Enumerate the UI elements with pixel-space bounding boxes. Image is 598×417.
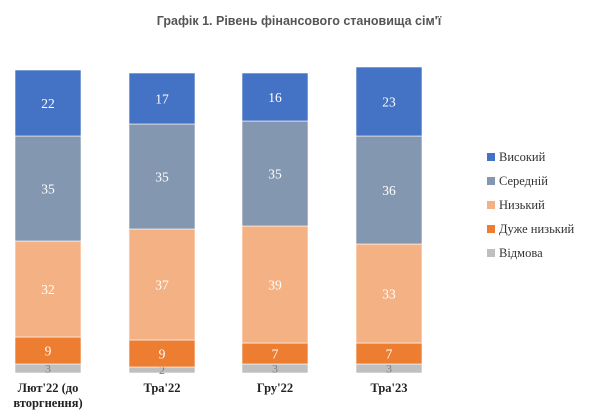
bar-segment-2-2: [241, 225, 309, 344]
legend-label: Дуже низький: [499, 222, 575, 236]
chart-title: Графік 1. Рівень фінансового становища с…: [156, 14, 442, 28]
data-label: 3: [272, 362, 278, 376]
data-label: 17: [155, 92, 169, 107]
legend-swatch: [487, 177, 495, 185]
data-label: 7: [386, 347, 393, 362]
category-label: Лют'22 (до вторгнення): [13, 381, 82, 410]
category-label-line: Гру'22: [257, 381, 293, 395]
legend-swatch: [487, 201, 495, 209]
bar-segment-3-2: [355, 243, 423, 344]
category-label-line: Лют'22 (до: [18, 381, 79, 395]
legend-swatch: [487, 153, 495, 161]
legend-swatch: [487, 225, 495, 233]
category-label-line: Тра'23: [370, 381, 407, 395]
bar-segment-0-1: [14, 336, 82, 365]
data-label: 36: [382, 183, 396, 198]
data-label: 7: [272, 347, 279, 362]
bar-segment-0-2: [14, 240, 82, 338]
category-label-line: вторгнення): [13, 396, 82, 410]
data-label: 23: [382, 95, 396, 110]
bar-segment-1-4: [128, 72, 196, 125]
data-label: 9: [159, 347, 166, 362]
bar-segment-3-3: [355, 135, 423, 245]
category-label: Гру'22: [257, 381, 293, 395]
bar-segment-1-1: [128, 339, 196, 368]
bar-segment-3-4: [355, 66, 423, 137]
bar-segment-0-3: [14, 135, 82, 242]
bar-segment-1-2: [128, 228, 196, 341]
data-label: 35: [155, 170, 169, 185]
bar-segment-2-3: [241, 120, 309, 227]
data-label: 3: [386, 362, 392, 376]
legend-label: Відмова: [499, 246, 543, 260]
bar-segment-1-3: [128, 123, 196, 230]
legend-swatch: [487, 249, 495, 257]
legend-label: Низький: [499, 198, 545, 212]
data-label: 37: [155, 278, 169, 293]
data-label: 22: [41, 96, 55, 111]
category-label: Тра'22: [143, 381, 180, 395]
legend-label: Високий: [499, 150, 546, 164]
data-label: 2: [159, 363, 165, 377]
data-label: 3: [45, 362, 51, 376]
category-label-line: Тра'22: [143, 381, 180, 395]
bar-segment-2-4: [241, 72, 309, 122]
category-label: Тра'23: [370, 381, 407, 395]
legend-label: Середній: [499, 174, 548, 188]
data-label: 35: [268, 167, 282, 182]
bar-segment-0-4: [14, 69, 82, 137]
data-label: 39: [268, 278, 282, 293]
data-label: 35: [41, 182, 55, 197]
data-label: 33: [382, 287, 396, 302]
data-label: 9: [45, 344, 52, 359]
data-label: 16: [268, 90, 282, 105]
data-label: 32: [41, 282, 55, 297]
